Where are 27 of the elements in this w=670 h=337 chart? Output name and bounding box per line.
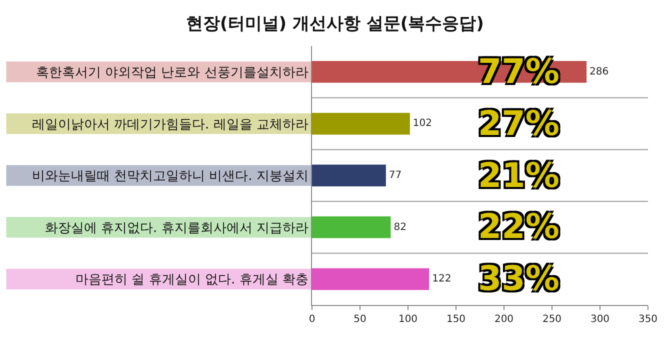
y-tick-label: 혹한혹서기 야외작업 난로와 선풍기를설치하라 xyxy=(36,65,308,80)
x-tick-label: 200 xyxy=(494,314,514,325)
data-label: 122 xyxy=(432,274,452,285)
x-tick-label: 50 xyxy=(354,314,366,325)
annotation: 21% xyxy=(478,156,560,196)
y-tick-label: 레일이낡아서 까데기가힘들다. 레일을 교체하라 xyxy=(32,117,308,132)
y-tick-label: 비와눈내릴때 천막치고일하니 비샌다. 지붕설치 xyxy=(32,169,308,184)
x-tick-label: 250 xyxy=(542,314,562,325)
y-tick-label: 화장실에 휴지없다. 휴지를회사에서 지급하라 xyxy=(44,220,308,236)
x-tick-label: 100 xyxy=(398,314,418,325)
bar xyxy=(312,164,386,186)
x-tick-label: 300 xyxy=(590,314,610,325)
annotation: 33% xyxy=(478,259,560,299)
annotation: 77% xyxy=(478,52,560,92)
annotation: 27% xyxy=(478,104,560,144)
data-label: 77 xyxy=(388,170,402,181)
bar xyxy=(312,216,391,238)
annotation: 22% xyxy=(478,207,560,247)
data-label: 102 xyxy=(412,118,432,130)
x-tick-label: 350 xyxy=(638,314,658,325)
bar xyxy=(312,112,410,135)
x-tick-label: 0 xyxy=(308,314,316,325)
data-label: 82 xyxy=(394,222,406,233)
y-tick-label: 마음편히 쉴 휴게실이 없다. 휴게실 확충 xyxy=(76,272,308,288)
data-label: 286 xyxy=(590,66,609,78)
chart-title: 현장(터미널) 개선사항 설문(복수응답) xyxy=(186,14,484,34)
x-tick-label: 150 xyxy=(446,314,466,325)
